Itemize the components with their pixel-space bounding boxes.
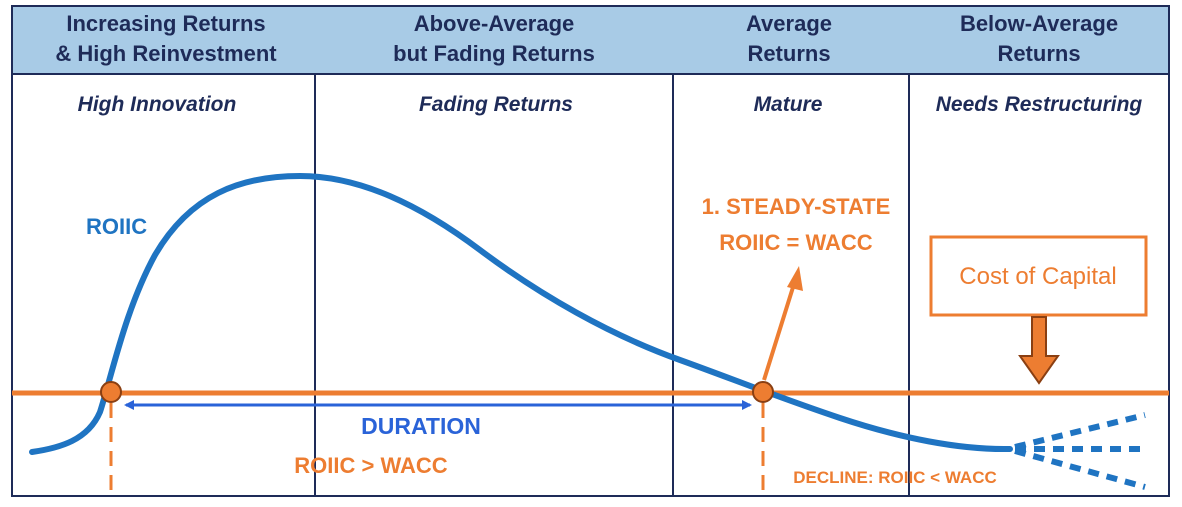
cost-of-capital-box-label: Cost of Capital [959, 263, 1116, 290]
steady-state-label-line-1: 1. STEADY-STATE [702, 194, 891, 219]
steady-state-label-line-2: ROIIC = WACC [719, 230, 873, 255]
cost-of-capital-box [929, 235, 1148, 317]
roiic-curve [29, 172, 1013, 455]
header-col-2-line-1: Above-Average [414, 11, 575, 36]
stage-label-high-innovation: High Innovation [78, 93, 237, 116]
steady-state-point [752, 381, 774, 403]
header-col-3-line-1: Average [746, 11, 832, 36]
roiic-curve-label: ROIIC [86, 214, 147, 239]
steady-state-arrow-head [787, 266, 803, 291]
header-col-4-line-2: Returns [997, 41, 1080, 66]
curve-extension-dotted [1014, 412, 1146, 450]
header-col-4-line-1: Below-Average [960, 11, 1118, 36]
steady-state-arrow-shaft [762, 283, 796, 381]
decline-label: DECLINE: ROIIC < WACC [793, 468, 997, 487]
stage-label-mature: Mature [754, 93, 823, 116]
stage-label-fading-returns: Fading Returns [419, 93, 573, 116]
header-col-3-line-2: Returns [747, 41, 830, 66]
cost-of-capital-down-arrow [1018, 316, 1060, 385]
header-col-1-line-2: & High Reinvestment [55, 41, 277, 66]
crossover-point [100, 381, 122, 403]
curve-extension-dotted [1014, 448, 1146, 490]
roiic-greater-than-wacc-label: ROIIC > WACC [294, 453, 448, 478]
stage-label-needs-restructuring: Needs Restructuring [936, 93, 1143, 116]
header-col-1-line-1: Increasing Returns [66, 11, 265, 36]
header-col-2-line-2: but Fading Returns [393, 41, 595, 66]
header-band [11, 5, 1170, 75]
duration-label: DURATION [361, 413, 481, 439]
diagram-frame [11, 5, 1170, 497]
